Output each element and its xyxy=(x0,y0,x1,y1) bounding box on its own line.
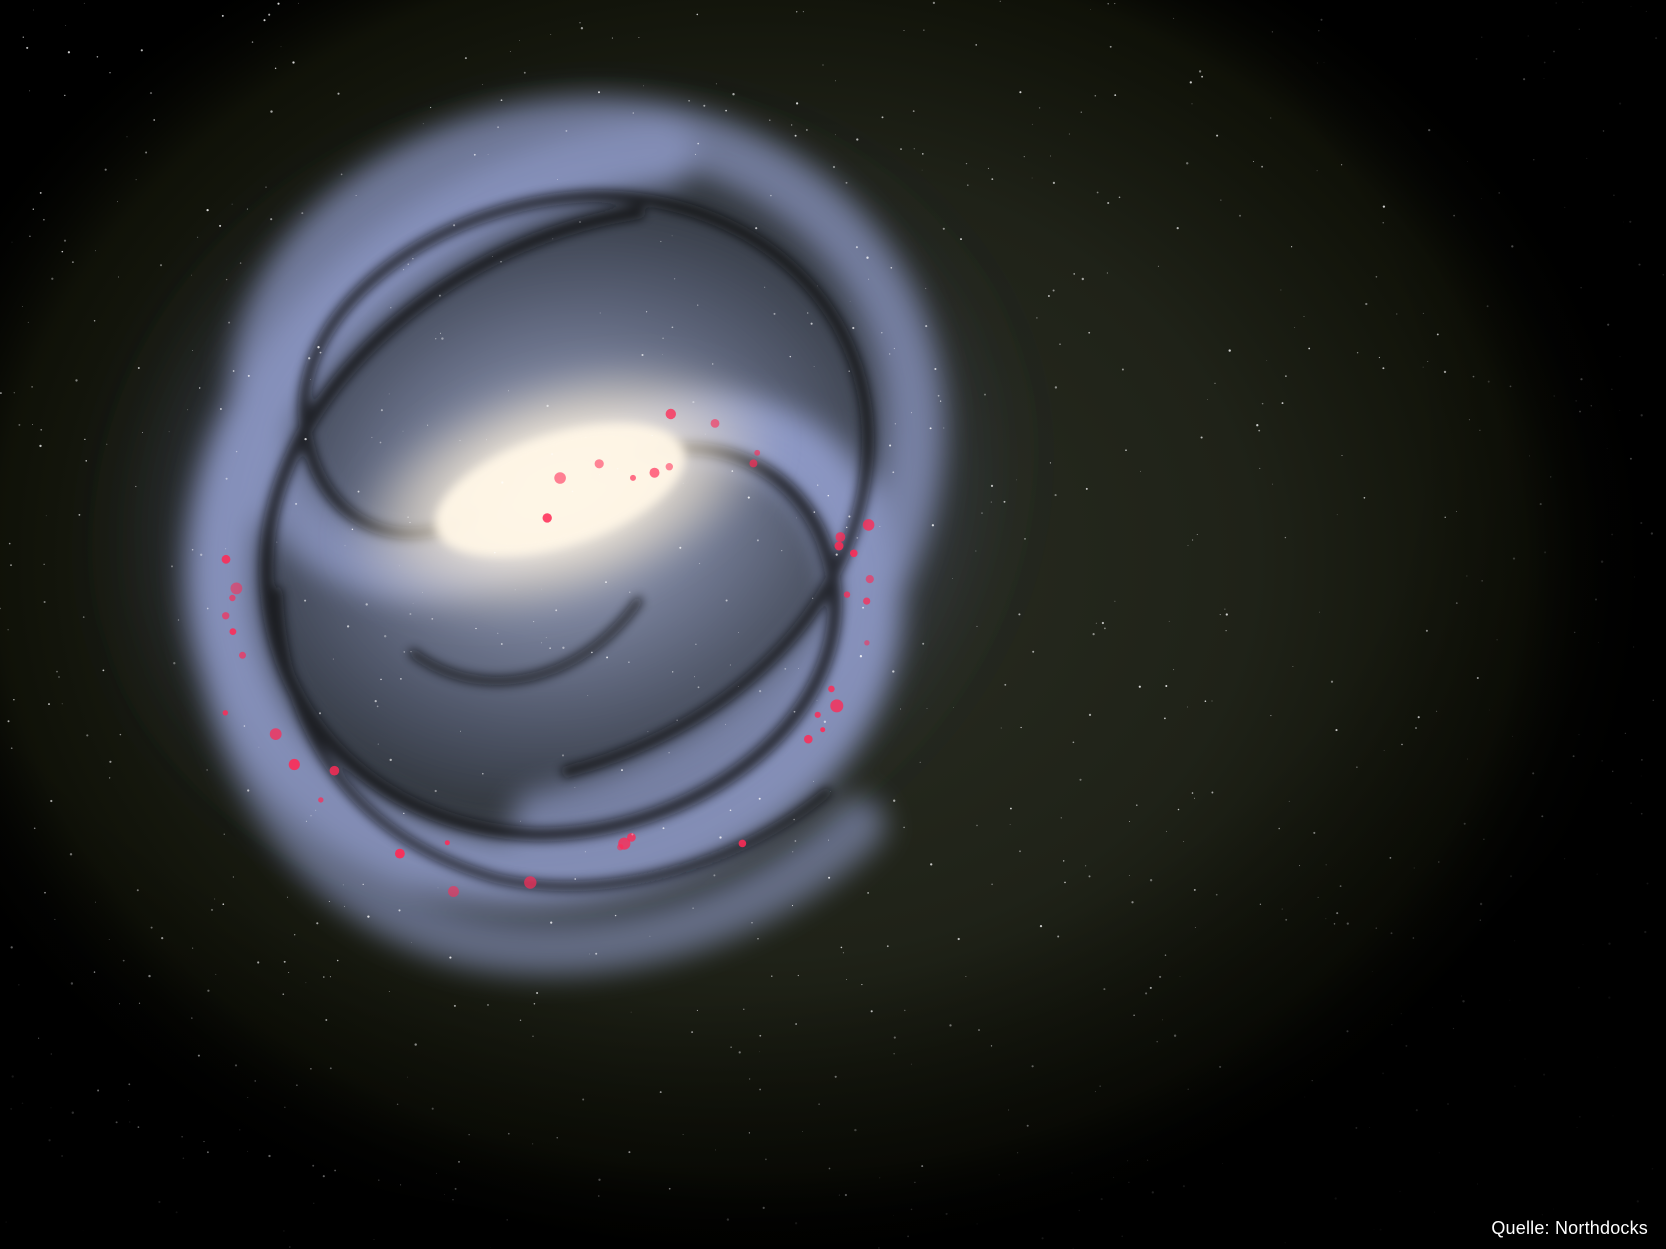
image-credit: Quelle: Northdocks xyxy=(1491,1218,1648,1238)
